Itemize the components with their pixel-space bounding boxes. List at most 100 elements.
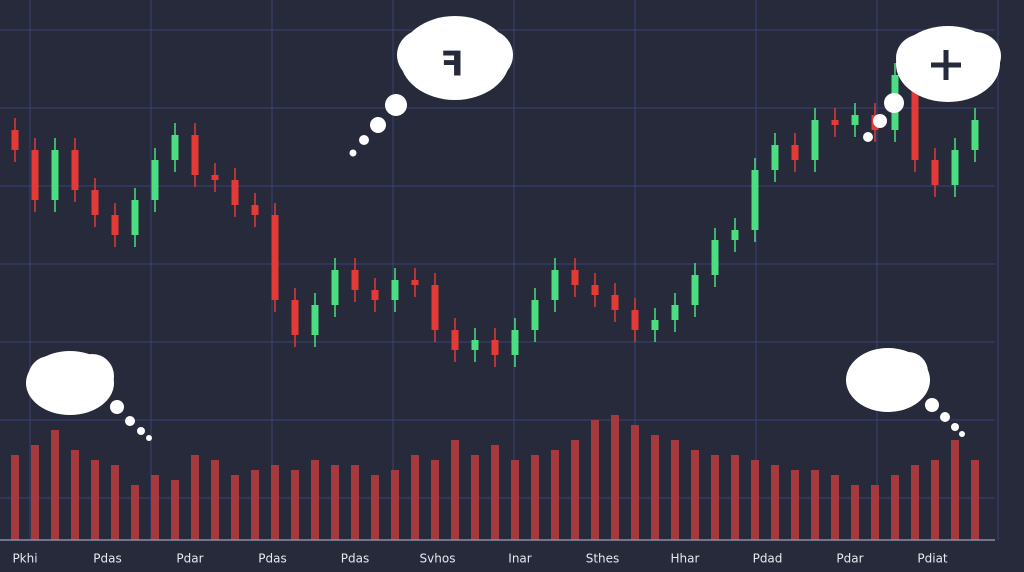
volume-bar [771,465,779,540]
candle-body [271,215,279,300]
volume-bar [431,460,439,540]
svg-text:ꟻ: ꟻ [440,45,463,85]
candle-body [371,290,379,300]
volume-bar [951,440,959,540]
candle-body [751,170,759,230]
volume-bar [131,485,139,540]
candle-body [151,160,159,200]
volume-bar [591,420,599,540]
candle-body [471,340,479,350]
x-tick-label: Pkhi [12,552,37,566]
candle-body [911,75,919,160]
thought-bubble [26,351,152,441]
volume-bar [811,470,819,540]
volume-bar [231,475,239,540]
candle-body [931,160,939,185]
candle-body [691,275,699,305]
volume-bar [631,425,639,540]
plot [11,63,979,540]
candle-body [971,120,979,150]
volume-bar [251,470,259,540]
volume-bar [691,450,699,540]
x-tick-label: Pdiat [917,552,948,566]
volume-bar [51,430,59,540]
x-tick-label: Hhar [671,552,700,566]
volume-bar [291,470,299,540]
x-tick-label: Svhos [420,552,456,566]
volume-bar [271,465,279,540]
candle-body [411,280,419,285]
candle-body [831,120,839,125]
volume-bar [511,460,519,540]
volume-bar [11,455,19,540]
candle-body [351,270,359,290]
candle-body [551,270,559,300]
candle-body [191,135,199,175]
volume-bar [171,480,179,540]
x-tick-label: Pdas [341,552,369,566]
volume-bar [731,455,739,540]
candle-body [731,230,739,240]
candle-body [231,180,239,205]
candle-body [291,300,299,335]
thought-bubble: ꟻ [349,16,513,157]
x-tick-label: Pdar [176,552,203,566]
x-tick-label: Sthes [586,552,620,566]
candle-body [11,130,19,150]
candle-body [71,150,79,190]
x-tick-label: Pdas [258,552,286,566]
volume-bar [871,485,879,540]
candle-body [111,215,119,235]
candle-body [211,175,219,180]
volume-bar [571,440,579,540]
x-tick-label: Pdad [753,552,783,566]
x-tick-label: Pdar [836,552,863,566]
volume-bar [391,470,399,540]
candle-body [451,330,459,350]
x-tick-label: Inar [508,552,531,566]
candle-body [91,190,99,215]
volume-bar [851,485,859,540]
candle-body [571,270,579,285]
volume-bar [311,460,319,540]
candle-body [771,145,779,170]
volume-bar [451,440,459,540]
candle-body [711,240,719,275]
volume-bar [411,455,419,540]
volume-bar [831,475,839,540]
candle-body [651,320,659,330]
volume-bar [351,465,359,540]
volume-bar [891,475,899,540]
volume-bar [111,465,119,540]
volume-bar [91,460,99,540]
candle-body [811,120,819,160]
volume-bar [331,465,339,540]
volume-bar [971,460,979,540]
candle-body [511,330,519,355]
candle-body [491,340,499,355]
volume-bar [711,455,719,540]
candle-body [671,305,679,320]
candle-body [851,115,859,125]
candle-body [951,150,959,185]
volume-bar [751,460,759,540]
volume-bar [671,440,679,540]
volume-bar [531,455,539,540]
candle-body [431,285,439,330]
volume-bar [551,450,559,540]
volume-bar [371,475,379,540]
candle-body [51,150,59,200]
volume-bar [911,465,919,540]
candle-body [391,280,399,300]
volume-bar [191,455,199,540]
volume-bar [151,475,159,540]
candle-body [531,300,539,330]
thought-bubble [863,26,1001,142]
volume-bar [31,445,39,540]
candle-body [251,205,259,215]
volume-bar [651,435,659,540]
candle-body [311,305,319,335]
candle-body [131,200,139,235]
x-tick-label: Pdas [93,552,121,566]
